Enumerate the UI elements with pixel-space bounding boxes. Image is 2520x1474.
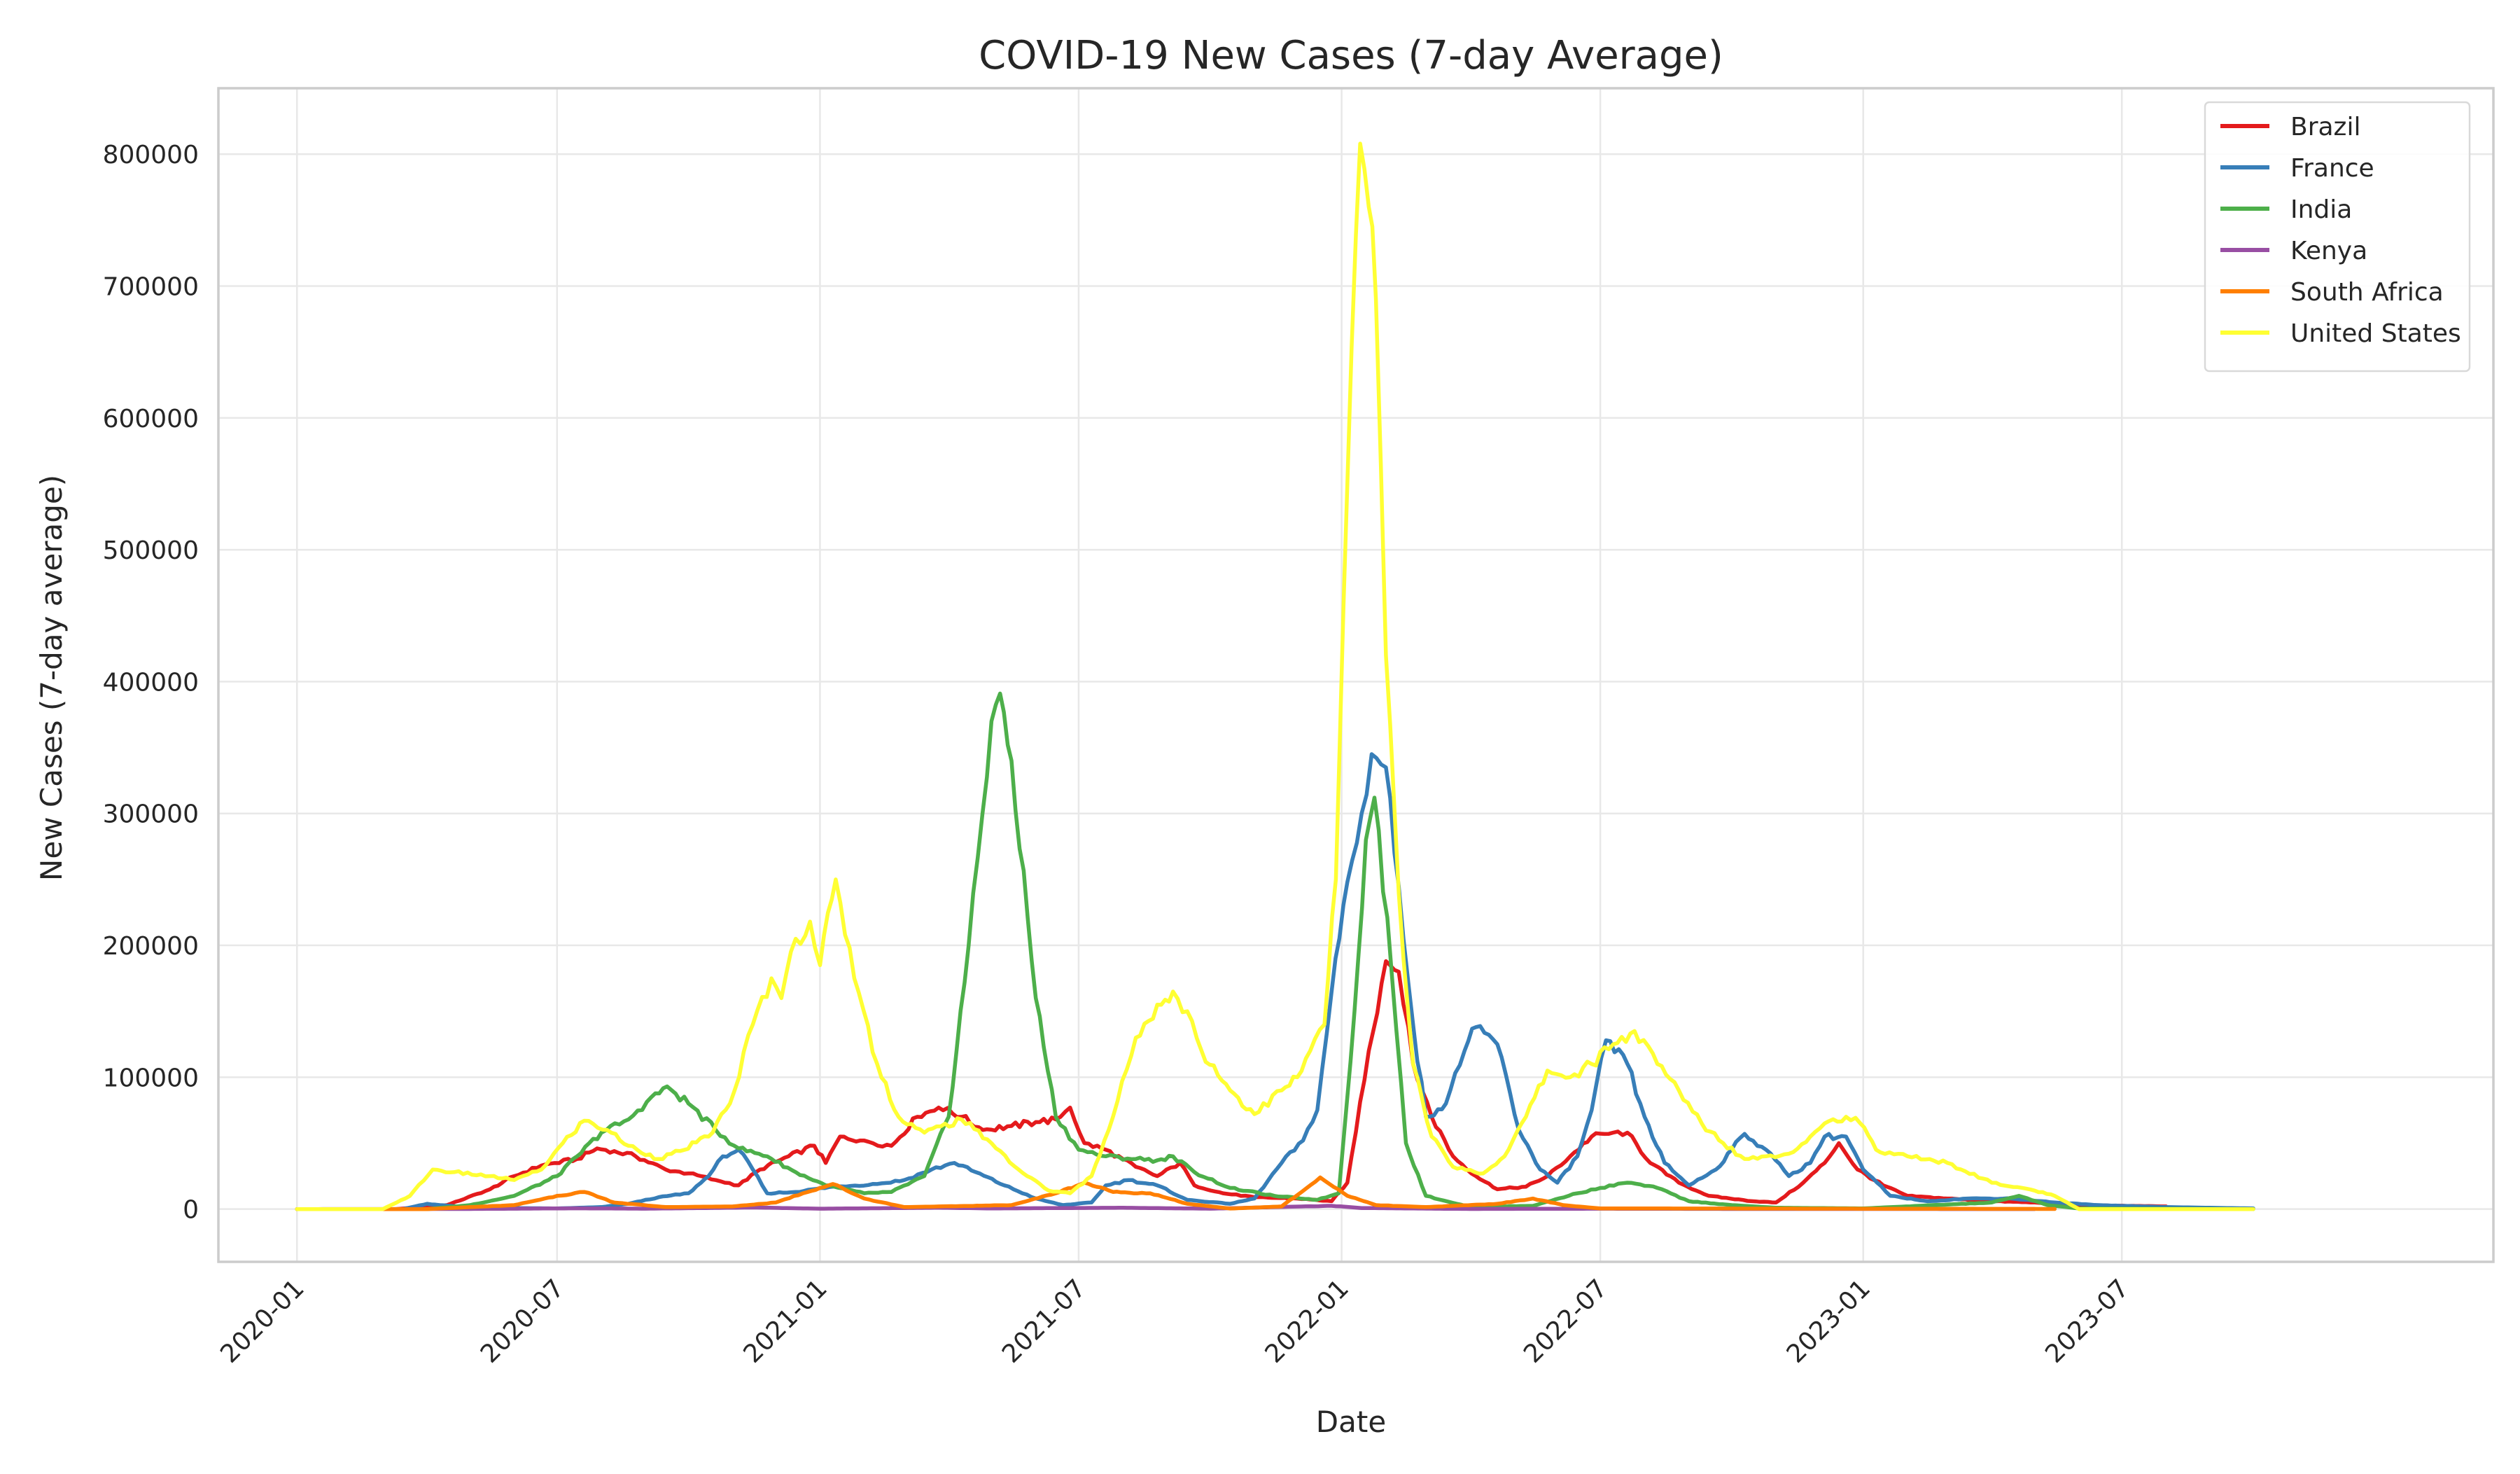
y-tick-label: 200000 [103,932,199,961]
y-tick-label: 700000 [103,272,199,301]
y-tick-label: 800000 [103,141,199,169]
series-line-south-africa [295,1175,2057,1211]
y-axis-title: New Cases (7-day average) [34,475,69,881]
series-line-brazil [295,959,2169,1211]
y-tick-label: 500000 [103,536,199,565]
legend-label-united-states: United States [2290,319,2461,348]
y-tick-labels: 0 100000 200000 300000 400000 500000 600000 700… [103,141,199,1225]
chart-title: COVID-19 New Cases (7-day Average) [979,33,1723,78]
y-tick-label: 400000 [103,668,199,697]
series-line-united-states [295,141,2255,1211]
legend-box [2204,101,2471,373]
series-layer [295,141,2255,1211]
legend-label-france: France [2290,154,2374,183]
y-tick-label: 600000 [103,405,199,433]
y-tick-label: 0 [183,1196,199,1225]
legend-label-south-africa: South Africa [2290,278,2444,307]
series-line-india [295,691,2255,1211]
axes-frame [217,87,2495,1263]
legend: Brazil France India Kenya South Africa United… [2204,101,2471,373]
legend-label-india: India [2290,195,2352,224]
legend-label-brazil: Brazil [2290,113,2360,141]
y-tick-label: 100000 [103,1064,199,1092]
legend-label-kenya: Kenya [2290,237,2367,265]
grid-layer [218,88,2493,1262]
x-axis-title: Date [1316,1405,1386,1439]
y-tick-label: 300000 [103,800,199,829]
